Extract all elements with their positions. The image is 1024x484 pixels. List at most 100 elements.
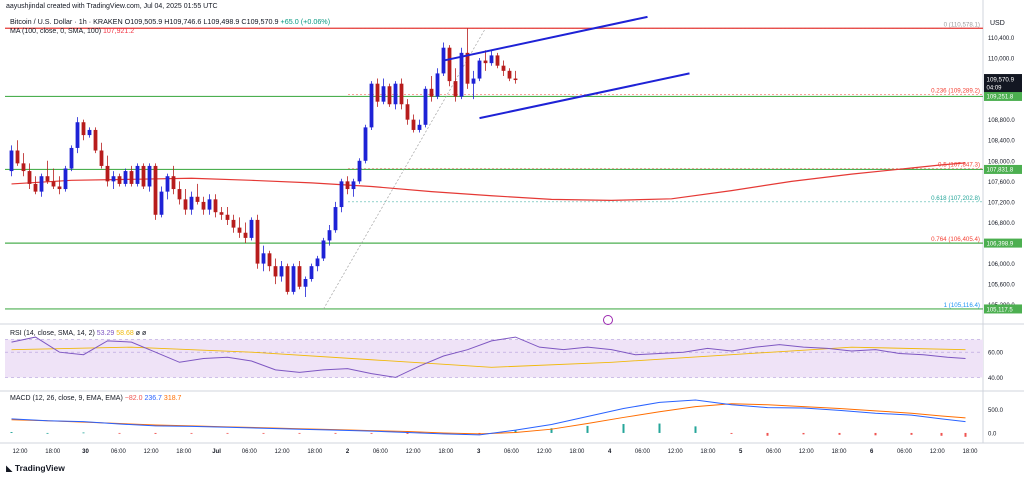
candle-body[interactable] (273, 266, 278, 277)
candle-body[interactable] (441, 47, 446, 74)
symbol-legend[interactable]: Bitcoin / U.S. Dollar · 1h · KRAKEN O109… (10, 17, 330, 26)
candle-body[interactable] (141, 165, 146, 187)
candle-body[interactable] (267, 253, 272, 267)
candle-body[interactable] (303, 279, 308, 287)
candle-body[interactable] (411, 119, 416, 130)
candle-body[interactable] (117, 176, 122, 184)
candle-body[interactable] (159, 191, 164, 215)
candle-body[interactable] (177, 189, 182, 200)
candle-body[interactable] (285, 266, 290, 292)
candle-body[interactable] (345, 181, 350, 190)
channel-lower-line[interactable] (479, 72, 690, 120)
candle-body[interactable] (447, 47, 452, 82)
candle-body[interactable] (483, 60, 488, 64)
candle-body[interactable] (123, 171, 128, 184)
candle-body[interactable] (147, 165, 152, 187)
candle-body[interactable] (249, 219, 254, 238)
ma-legend[interactable]: MA (100, close, 0, SMA, 100) 107,921.2 (10, 28, 134, 35)
candle-body[interactable] (183, 199, 188, 210)
candle-body[interactable] (363, 127, 368, 161)
candle-body[interactable] (129, 171, 134, 184)
candle-body[interactable] (243, 232, 248, 238)
candle-body[interactable] (195, 196, 200, 202)
candle-body[interactable] (417, 124, 422, 130)
ma-100-line[interactable] (11, 162, 966, 201)
candle-body[interactable] (369, 83, 374, 128)
candle-body[interactable] (435, 73, 440, 97)
candle-body[interactable] (63, 168, 68, 190)
candle-body[interactable] (279, 266, 284, 277)
candle-body[interactable] (219, 212, 224, 215)
candle-body[interactable] (489, 55, 494, 64)
candle-body[interactable] (513, 78, 518, 81)
candle-body[interactable] (453, 81, 458, 97)
event-marker-icon[interactable] (603, 315, 613, 325)
candle-body[interactable] (231, 219, 236, 228)
candle-body[interactable] (309, 266, 314, 280)
candle-body[interactable] (75, 122, 80, 148)
candle-body[interactable] (261, 253, 266, 264)
candle-body[interactable] (477, 60, 482, 79)
candle-body[interactable] (21, 163, 26, 172)
candle-body[interactable] (189, 196, 194, 210)
candle-body[interactable] (507, 70, 512, 79)
candle-body[interactable] (255, 219, 260, 264)
candle-body[interactable] (291, 266, 296, 292)
candle-body[interactable] (45, 176, 50, 182)
candle-body[interactable] (459, 52, 464, 97)
candle-body[interactable] (465, 52, 470, 84)
macd-legend[interactable]: MACD (12, 26, close, 9, EMA, EMA) −82.0 … (10, 395, 181, 402)
candle-body[interactable] (333, 207, 338, 231)
candle-body[interactable] (135, 165, 140, 184)
candle-body[interactable] (375, 83, 380, 102)
candle-body[interactable] (357, 160, 362, 182)
candle-body[interactable] (213, 199, 218, 213)
fib-level-label: 0.236 (109,289.2) (931, 88, 980, 95)
channel-upper-line[interactable] (443, 15, 648, 62)
candle-body[interactable] (99, 150, 104, 166)
candle-body[interactable] (27, 171, 32, 184)
candle-body[interactable] (393, 83, 398, 105)
candle-body[interactable] (9, 150, 14, 172)
candle-body[interactable] (105, 165, 110, 182)
candle-body[interactable] (207, 199, 212, 210)
candle-body[interactable] (51, 181, 56, 187)
candle-body[interactable] (387, 86, 392, 105)
candle-body[interactable] (429, 88, 434, 97)
candle-body[interactable] (297, 266, 302, 287)
candle-body[interactable] (501, 65, 506, 71)
rsi-legend[interactable]: RSI (14, close, SMA, 14, 2) 53.29 58.68 … (10, 330, 146, 337)
candle-body[interactable] (237, 227, 242, 233)
candle-body[interactable] (15, 150, 20, 164)
candle-body[interactable] (69, 147, 74, 169)
candle-body[interactable] (57, 186, 62, 190)
candle-body[interactable] (171, 176, 176, 190)
candle-body[interactable] (381, 86, 386, 102)
candle-body[interactable] (471, 78, 476, 84)
candle-body[interactable] (93, 129, 98, 151)
candle-body[interactable] (165, 176, 170, 192)
candle-body[interactable] (33, 183, 38, 192)
macd-line[interactable] (11, 399, 966, 436)
candle-body[interactable] (39, 176, 44, 192)
candle-body[interactable] (351, 181, 356, 190)
macd-histogram-bar (370, 432, 373, 434)
candle-body[interactable] (399, 83, 404, 105)
candle-body[interactable] (339, 181, 344, 208)
rsi-extra: ø ø (135, 330, 147, 337)
rsi-line[interactable] (11, 336, 966, 378)
candle-body[interactable] (225, 214, 230, 220)
candle-body[interactable] (495, 55, 500, 66)
candle-body[interactable] (111, 176, 116, 182)
candle-body[interactable] (201, 201, 206, 210)
candle-body[interactable] (87, 129, 92, 136)
candle-body[interactable] (315, 258, 320, 267)
candle-body[interactable] (405, 104, 410, 120)
candle-body[interactable] (81, 122, 86, 136)
tradingview-logo[interactable]: ◣ TradingView (6, 463, 65, 474)
candle-body[interactable] (153, 165, 158, 215)
candle-body[interactable] (423, 88, 428, 125)
candle-body[interactable] (321, 240, 326, 259)
candle-body[interactable] (327, 230, 332, 241)
